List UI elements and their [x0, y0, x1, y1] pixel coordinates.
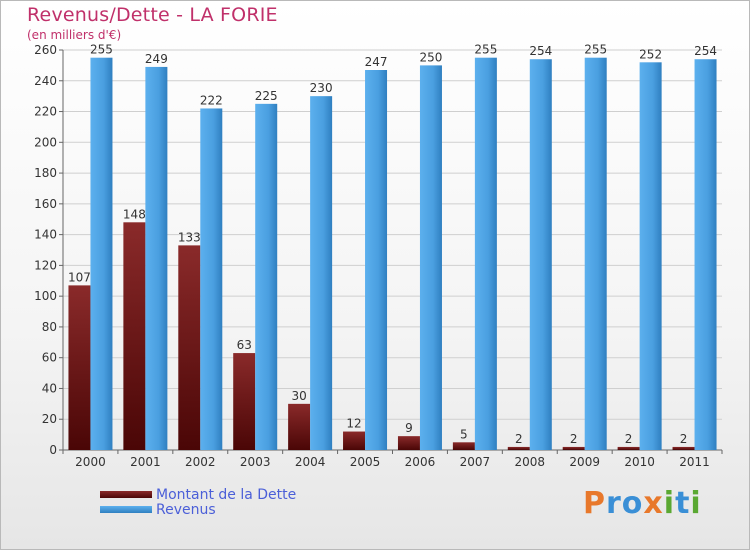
x-tick-label: 2007 [460, 455, 491, 469]
x-tick-label: 2002 [185, 455, 216, 469]
data-label-debt: 5 [460, 427, 468, 441]
y-tick-label: 140 [34, 228, 57, 242]
legend-swatch-debt [100, 491, 152, 498]
bar-debt-2000 [68, 285, 91, 450]
legend: Montant de la Dette Revenus [100, 486, 297, 518]
bar-revenus-2008 [529, 59, 552, 450]
chart-subtitle: (en milliers d'€) [27, 28, 122, 42]
y-tick-label: 20 [42, 412, 57, 426]
legend-item-debt: Montant de la Dette [100, 486, 297, 503]
data-label-debt: 2 [570, 432, 578, 446]
data-label-revenus: 250 [420, 50, 443, 64]
x-tick-label: 2010 [624, 455, 655, 469]
data-label-debt: 133 [178, 230, 201, 244]
data-label-revenus: 222 [200, 93, 223, 107]
legend-item-revenus: Revenus [100, 501, 296, 518]
bar-debt-2003 [233, 353, 256, 450]
y-tick-label: 80 [42, 320, 57, 334]
bar-debt-2005 [343, 431, 366, 450]
chart-title: Revenus/Dette - LA FORIE [27, 4, 278, 26]
data-label-revenus: 225 [255, 89, 278, 103]
x-tick-label: 2000 [75, 455, 106, 469]
data-label-debt: 63 [237, 338, 252, 352]
legend-swatch-revenus [100, 506, 152, 513]
brand-letter: t [675, 486, 691, 521]
brand-letter: o [621, 486, 644, 521]
data-label-revenus: 255 [584, 43, 607, 57]
data-label-debt: 148 [123, 207, 146, 221]
bar-debt-2007 [452, 442, 475, 450]
y-tick-label: 120 [34, 258, 57, 272]
y-tick-label: 180 [34, 166, 57, 180]
data-label-debt: 2 [515, 432, 523, 446]
y-tick-label: 220 [34, 105, 57, 119]
data-label-debt: 12 [346, 417, 361, 431]
brand-letter: x [643, 486, 664, 521]
y-tick-label: 160 [34, 197, 57, 211]
brand-letter: P [583, 486, 606, 521]
data-label-revenus: 255 [90, 43, 113, 57]
x-tick-label: 2003 [240, 455, 271, 469]
bar-revenus-2002 [200, 108, 223, 450]
bar-debt-2004 [288, 403, 311, 450]
data-label-revenus: 249 [145, 52, 168, 66]
y-tick-label: 240 [34, 74, 57, 88]
x-tick-label: 2005 [350, 455, 381, 469]
x-tick-label: 2001 [130, 455, 161, 469]
x-tick-label: 2009 [569, 455, 600, 469]
legend-label-revenus: Revenus [156, 501, 216, 518]
data-label-debt: 107 [68, 270, 91, 284]
bar-debt-2010 [617, 446, 640, 450]
proxiti-logo: Proxiti [583, 486, 702, 521]
data-label-revenus: 255 [474, 43, 497, 57]
x-tick-label: 2004 [295, 455, 326, 469]
bar-revenus-2001 [145, 66, 168, 450]
y-tick-label: 100 [34, 289, 57, 303]
data-label-revenus: 254 [694, 44, 717, 58]
brand-letter: i [690, 486, 702, 521]
data-label-revenus: 247 [365, 55, 388, 69]
brand-letter: i [663, 486, 676, 521]
data-label-debt: 30 [291, 389, 306, 403]
bar-debt-2002 [178, 245, 201, 450]
legend-label-debt: Montant de la Dette [156, 486, 297, 503]
bar-debt-2008 [507, 446, 530, 450]
bar-revenus-2005 [365, 70, 388, 450]
y-tick-label: 0 [49, 443, 57, 457]
data-label-debt: 2 [680, 432, 688, 446]
x-tick-label: 2006 [405, 455, 436, 469]
bar-revenus-2006 [419, 65, 442, 450]
data-label-debt: 9 [405, 421, 413, 435]
y-tick-label: 260 [34, 43, 57, 57]
bar-revenus-2000 [90, 57, 113, 450]
data-label-revenus: 230 [310, 81, 333, 95]
bar-revenus-2007 [474, 57, 497, 450]
bar-debt-2009 [562, 446, 585, 450]
y-tick-label: 200 [34, 135, 57, 149]
bar-revenus-2010 [639, 62, 662, 451]
bar-debt-2006 [397, 436, 420, 450]
bar-debt-2001 [123, 222, 146, 450]
x-tick-label: 2008 [515, 455, 546, 469]
bar-revenus-2011 [694, 59, 717, 450]
y-tick-label: 60 [42, 351, 57, 365]
y-tick-label: 40 [42, 381, 57, 395]
data-label-revenus: 252 [639, 47, 662, 61]
bar-revenus-2003 [255, 103, 278, 450]
data-label-revenus: 254 [529, 44, 552, 58]
bar-revenus-2009 [584, 57, 607, 450]
bar-debt-2011 [672, 446, 695, 450]
data-label-debt: 2 [625, 432, 633, 446]
brand-letter: r [606, 486, 622, 521]
x-tick-label: 2011 [679, 455, 710, 469]
bar-revenus-2004 [310, 96, 333, 451]
